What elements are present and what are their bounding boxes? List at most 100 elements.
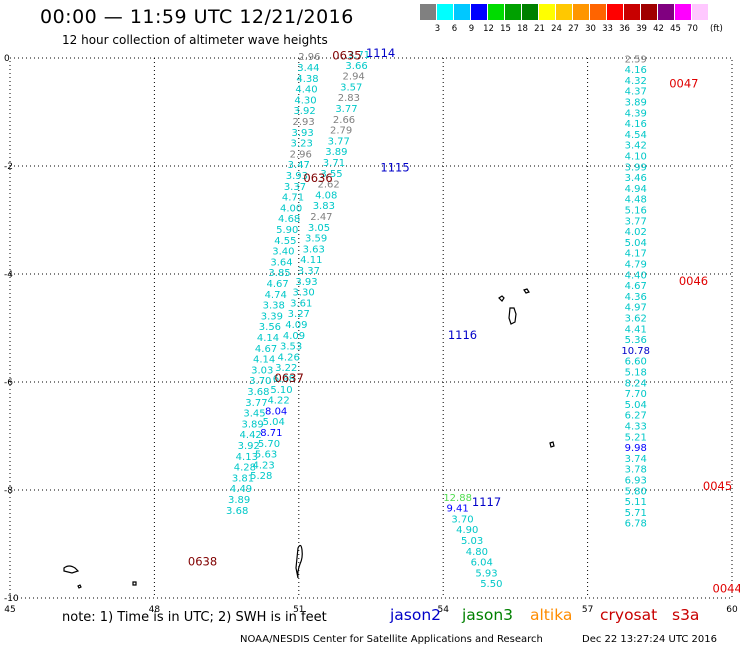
- wave-height-value: 3.93: [286, 171, 308, 182]
- lon-tick-label: 48: [149, 605, 161, 615]
- wave-height-value: 3.55: [320, 169, 342, 180]
- island-outline: [295, 544, 303, 579]
- wave-height-value: 4.94: [625, 184, 647, 195]
- wave-height-value: 3.05: [308, 223, 330, 234]
- wave-height-value: 3.39: [261, 311, 283, 322]
- lat-tick-label: -10: [4, 594, 19, 604]
- wave-height-value: 2.83: [338, 93, 360, 104]
- wave-height-value: 4.90: [456, 525, 478, 536]
- wave-height-value: 3.85: [268, 268, 290, 279]
- wave-height-value: 3.77: [335, 104, 357, 115]
- wave-height-value: 4.79: [625, 260, 647, 271]
- wave-height-value: 3.37: [284, 182, 306, 193]
- legend-label: 3: [434, 24, 441, 34]
- credit-line: NOAA/NESDIS Center for Satellite Applica…: [240, 634, 543, 645]
- wave-height-value: 3.70: [249, 376, 271, 387]
- wave-height-value: 4.26: [278, 352, 300, 363]
- island-outline: [63, 565, 80, 574]
- wave-height-value: 5.16: [625, 206, 647, 217]
- pass-time-label: 0636: [303, 171, 332, 185]
- wave-height-value: 4.17: [625, 249, 647, 260]
- satellite-jason2: jason2: [390, 606, 442, 624]
- wave-height-value: 3.38: [263, 301, 285, 312]
- legend-label: 15: [500, 24, 511, 34]
- legend-label: 6: [451, 24, 458, 34]
- wave-height-value: 5.80: [625, 486, 647, 497]
- lon-tick-label: 51: [293, 605, 304, 615]
- wave-height-value: 3.57: [340, 82, 362, 93]
- wave-height-value: 3.68: [247, 387, 269, 398]
- wave-height-value: 5.63: [255, 450, 277, 461]
- island-outline: [549, 441, 555, 448]
- wave-height-value: 3.46: [625, 173, 647, 184]
- wave-height-value: 3.64: [270, 257, 292, 268]
- wave-height-value: 3.77: [625, 216, 647, 227]
- wave-height-value: 3.77: [245, 398, 267, 409]
- legend-label: 27: [568, 24, 579, 34]
- wave-height-value: 3.56: [259, 322, 281, 333]
- wave-height-value: 4.09: [285, 320, 307, 331]
- wave-height-value: 3.93: [295, 277, 317, 288]
- wave-height-value: 4.40: [625, 270, 647, 281]
- wave-height-value: 5.93: [475, 568, 497, 579]
- legend-label: 45: [670, 24, 681, 34]
- wave-height-value: 5.21: [625, 432, 647, 443]
- wave-height-value: 5.10: [270, 385, 292, 396]
- wave-height-value: 3.22: [275, 363, 297, 374]
- wave-height-value: 4.16: [625, 65, 647, 76]
- wave-height-value: 10.78: [621, 346, 650, 357]
- wave-height-value: 4.14: [257, 333, 279, 344]
- wave-height-value: 4.48: [625, 195, 647, 206]
- legend-swatch: [590, 4, 606, 20]
- wave-height-value: 4.80: [466, 547, 488, 558]
- wave-height-value: 9.98: [625, 443, 647, 454]
- wave-height-value: 2.79: [330, 126, 352, 137]
- wave-height-value: 4.71: [282, 193, 304, 204]
- legend-swatch: [573, 4, 589, 20]
- lat-tick-label: 0: [4, 54, 10, 64]
- lon-tick-label: 57: [582, 605, 593, 615]
- wave-height-value: 6.04: [471, 558, 493, 569]
- wave-height-value: 4.54: [625, 130, 647, 141]
- legend-label: 21: [534, 24, 545, 34]
- island-outline: [132, 581, 137, 586]
- wave-height-value: 4.10: [625, 152, 647, 163]
- wave-height-value: 4.22: [267, 396, 289, 407]
- lat-tick-label: -8: [4, 486, 13, 496]
- wave-height-value: 4.49: [230, 484, 252, 495]
- wave-height-value: 4.33: [625, 422, 647, 433]
- wave-height-value: 3.30: [292, 288, 314, 299]
- wave-height-value: 4.67: [266, 279, 288, 290]
- legend-swatch: [658, 4, 674, 20]
- wave-height-value: 6.27: [625, 411, 647, 422]
- wave-height-value: 5.70: [258, 439, 280, 450]
- wave-height-value: 4.40: [295, 85, 317, 96]
- wave-height-value: 4.23: [253, 460, 275, 471]
- wave-height-value: 4.28: [234, 463, 256, 474]
- lat-tick-label: -4: [4, 270, 13, 280]
- footer-note: note: 1) Time is in UTC; 2) SWH is in fe…: [62, 610, 327, 625]
- wave-height-value: 6.60: [625, 357, 647, 368]
- wave-height-value: 6.93: [625, 476, 647, 487]
- legend-swatch: [692, 4, 708, 20]
- lon-tick-label: 60: [726, 605, 738, 615]
- island-outline: [523, 288, 530, 294]
- legend-label: 18: [517, 24, 528, 34]
- wave-height-value: 3.62: [625, 314, 647, 325]
- legend-swatch: [624, 4, 640, 20]
- wave-height-value: 4.37: [625, 87, 647, 98]
- pass-time-label: 1115: [380, 160, 409, 174]
- wave-height-value: 8.71: [260, 428, 282, 439]
- wave-height-value: 3.63: [303, 244, 325, 255]
- wave-height-value: 5.11: [625, 497, 647, 508]
- wave-height-value: 4.08: [315, 190, 337, 201]
- wave-height-value: 4.39: [625, 108, 647, 119]
- wave-height-value: 4.38: [296, 74, 318, 85]
- wave-height-value: 3.89: [325, 147, 347, 158]
- wave-height-value: 5.03: [461, 536, 483, 547]
- wave-height-value: 5.04: [625, 238, 647, 249]
- wave-height-value: 2.59: [625, 54, 647, 65]
- wave-height-value: 3.92: [293, 106, 315, 117]
- map-title: 00:00 — 11:59 UTC 12/21/2016: [40, 6, 354, 28]
